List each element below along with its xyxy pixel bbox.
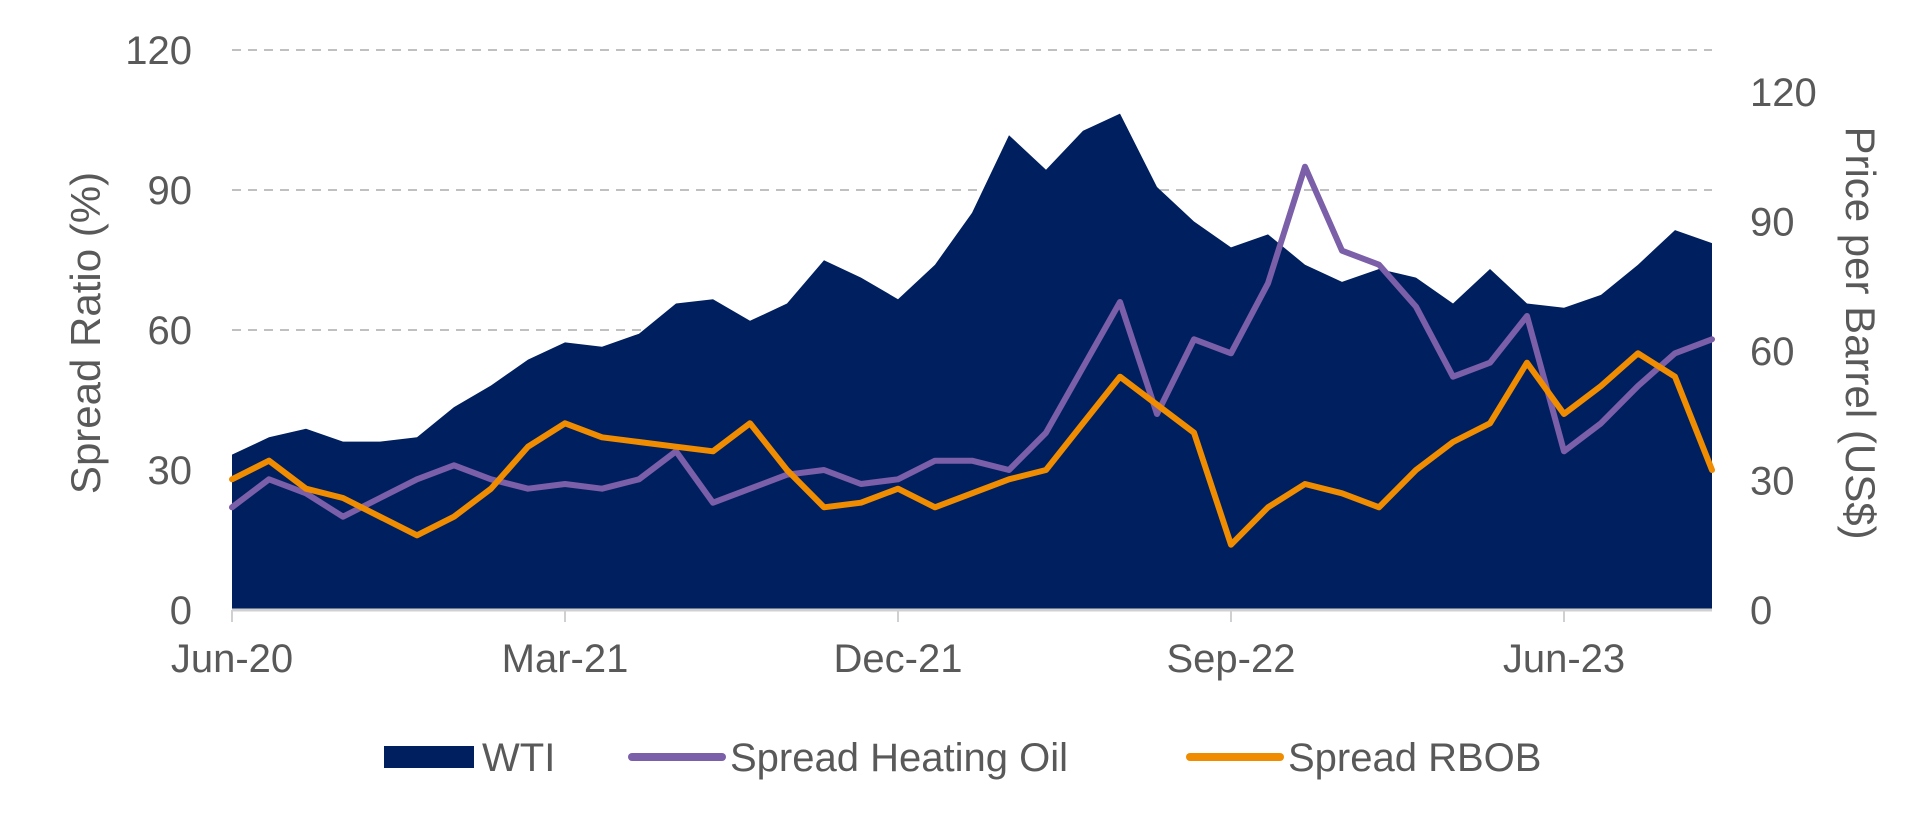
- legend-swatch-wti: [384, 746, 474, 768]
- y2-tick-label: 120: [1750, 71, 1817, 115]
- legend-item-spread-heating-oil: Spread Heating Oil: [628, 736, 1068, 780]
- y-tick-label: 60: [148, 309, 193, 353]
- left-axis-ticks: 0 30 60 90 120: [125, 29, 192, 633]
- x-tick-label: Mar-21: [502, 637, 629, 681]
- y2-tick-label: 90: [1750, 201, 1795, 245]
- x-tick-label: Jun-23: [1503, 637, 1625, 681]
- y-axis-title: Spread Ratio (%): [62, 172, 109, 494]
- legend-label-spread-heating-oil: Spread Heating Oil: [730, 736, 1068, 780]
- x-tick-label: Jun-20: [171, 637, 293, 681]
- legend: WTI Spread Heating Oil Spread RBOB: [384, 736, 1541, 780]
- series-line-spread-rbob: [229, 350, 1715, 548]
- x-axis-ticks: Jun-20 Mar-21 Dec-21 Sep-22 Jun-23: [171, 610, 1625, 681]
- legend-item-wti: WTI: [384, 736, 555, 780]
- legend-item-spread-rbob: Spread RBOB: [1186, 736, 1541, 780]
- y-tick-label: 30: [148, 449, 193, 493]
- y2-tick-label: 0: [1750, 589, 1772, 633]
- y2-tick-label: 60: [1750, 330, 1795, 374]
- y-tick-label: 120: [125, 29, 192, 73]
- x-tick-label: Sep-22: [1167, 637, 1296, 681]
- series-line-spread-heating-oil: [229, 163, 1715, 520]
- x-tick-label: Dec-21: [834, 637, 963, 681]
- spread-lines-layer: [229, 163, 1715, 548]
- y-tick-label: 0: [170, 589, 192, 633]
- right-axis-ticks: 0 30 60 90 120: [1750, 71, 1817, 633]
- y-tick-label: 90: [148, 169, 193, 213]
- y2-axis-title: Price per Barrel (US$): [1837, 126, 1884, 539]
- y2-tick-label: 30: [1750, 460, 1795, 504]
- legend-label-wti: WTI: [482, 736, 555, 780]
- legend-label-spread-rbob: Spread RBOB: [1288, 736, 1541, 780]
